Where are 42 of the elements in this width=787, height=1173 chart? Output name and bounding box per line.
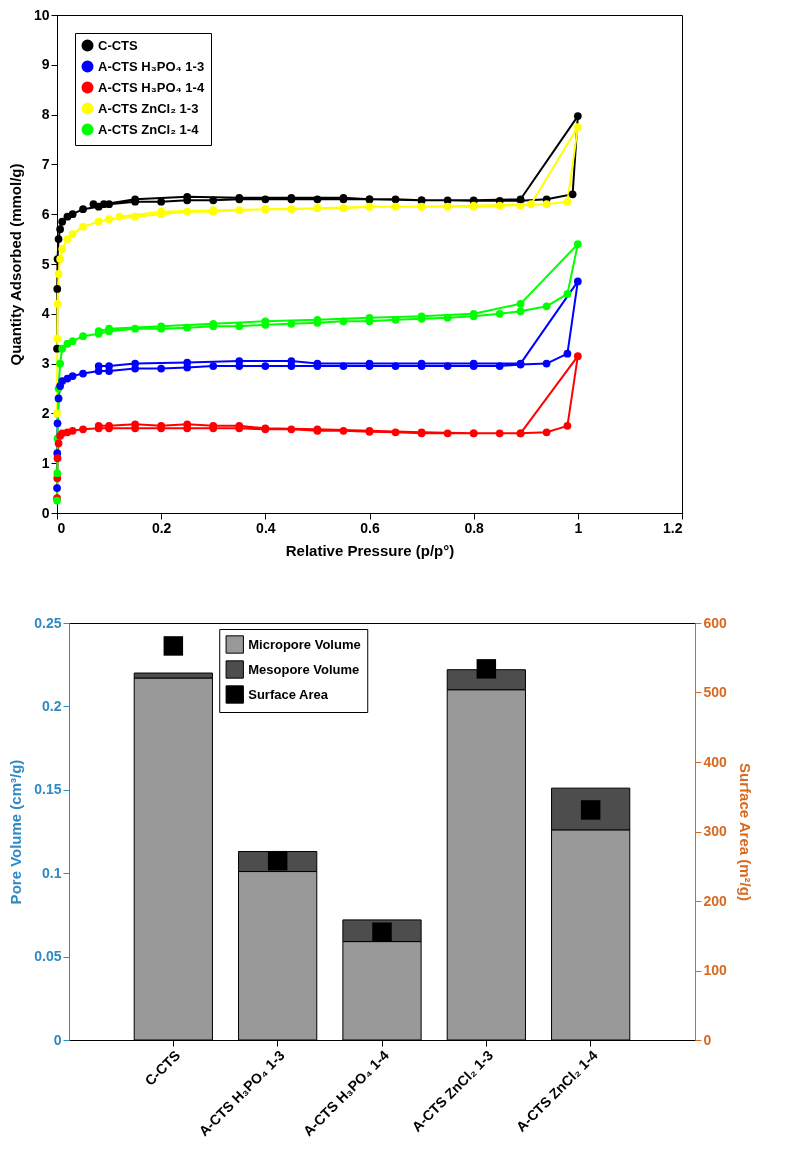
y-tick-label: 0.1 [42,864,62,881]
y2-tick-label: 0 [703,1031,712,1048]
y-tick-label: 6 [41,205,50,222]
legend-label: A-CTS ZnCl₂ 1-4 [98,121,200,137]
y-tick-label: 8 [41,106,50,123]
y-tick-label: 7 [41,155,50,172]
legend-label: A-CTS H₃PO₄ 1-4 [98,79,205,95]
y2-axis-title: Surface Area (m²/g) [736,763,754,901]
x-tick-label: 0.2 [151,519,172,536]
y2-tick-label: 400 [703,753,728,770]
x-tick-label: 0.6 [360,519,380,536]
legend-label: Micropore Volume [248,636,361,652]
x-tick-label: 0.4 [256,519,276,536]
y-tick-label: 4 [41,305,50,322]
y-tick-label: 0.15 [34,781,62,798]
y-tick-label: 0.2 [42,697,62,714]
y-tick-label: 3 [41,355,50,372]
legend-label: A-CTS ZnCl₂ 1-3 [98,100,199,116]
y-tick-label: 0 [53,1031,62,1048]
y-tick-label: 5 [41,255,50,272]
y2-tick-label: 600 [703,614,728,631]
y-axis-title: Pore Volume (cm³/g) [7,759,25,905]
y-tick-label: 0.25 [34,614,62,631]
y-axis-title: Quantity Adsorbed (mmol/g) [6,163,24,366]
x-tick-label: 1.2 [663,519,683,536]
y2-tick-label: 300 [703,823,728,839]
legend-label: C-CTS [98,37,139,53]
y-tick-label: 0.05 [34,948,62,965]
legend-label: Mesopore Volume [248,661,360,677]
x-tick-label: 1 [574,519,583,536]
y-tick-label: 1 [41,454,50,471]
legend-label: Surface Area [248,686,329,702]
y-tick-label: 0 [41,504,50,521]
x-axis-title: Relative Pressure (p/p°) [285,541,455,559]
legend-label: A-CTS H₃PO₄ 1-3 [98,58,205,74]
y2-tick-label: 200 [703,892,728,909]
y-tick-label: 2 [41,404,50,421]
y-tick-label: 10 [33,6,50,23]
x-tick-label: 0.8 [464,519,485,536]
y2-tick-label: 100 [703,962,728,978]
y2-tick-label: 500 [703,684,728,700]
y-tick-label: 9 [41,56,50,73]
